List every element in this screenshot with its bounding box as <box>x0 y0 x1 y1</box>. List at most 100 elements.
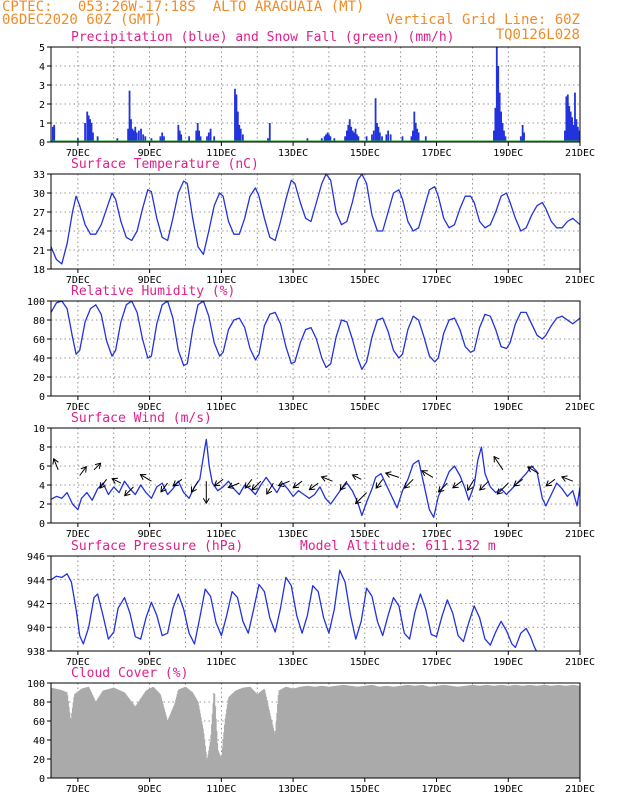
cloud-bar <box>424 685 426 778</box>
cloud-bar <box>241 688 243 778</box>
cloud-bar <box>451 685 453 778</box>
x-tick-label: 15DEC <box>350 402 380 413</box>
cloud-bar <box>567 685 569 778</box>
cloud-bar <box>334 685 336 778</box>
cloud-bar <box>347 685 349 778</box>
cloud-bar <box>280 689 282 778</box>
panel-4: 0 2 4 6 8 10 7DEC 9DEC 11DEC 13DEC 15DEC 17DEC 19DEC… <box>33 411 595 540</box>
cloud-bar <box>290 688 292 778</box>
cloud-bar <box>118 690 120 778</box>
cloud-bar <box>503 685 505 778</box>
cloud-bar <box>500 684 503 778</box>
x-tick-label: 19DEC <box>493 402 523 413</box>
wind-arrow <box>339 480 348 491</box>
cloud-bar <box>380 686 382 778</box>
cloud-bar <box>295 687 298 778</box>
cloud-bar <box>305 685 308 778</box>
cloud-bar <box>226 709 228 778</box>
wind-arrow <box>309 482 319 491</box>
y-tick-label: 940 <box>27 623 45 634</box>
cloud-bar <box>201 721 203 778</box>
precip-bar <box>90 123 93 142</box>
wind-arrow-head <box>452 482 459 489</box>
cloud-bar <box>58 689 60 778</box>
cloud-bar <box>499 685 501 778</box>
cloud-bar <box>405 685 407 778</box>
cloud-bar <box>298 687 300 778</box>
cloud-bar <box>209 742 211 778</box>
cloud-bar <box>271 722 273 778</box>
cloud-bar <box>374 685 376 778</box>
cloud-bar <box>494 685 496 778</box>
run-date-header: 06DEC2020 60Z (GMT) <box>2 12 163 28</box>
cloud-bar <box>408 685 410 778</box>
cloud-bar <box>247 687 249 778</box>
cloud-bar <box>413 685 415 778</box>
cloud-bar <box>212 703 214 778</box>
x-tick-label: 9DEC <box>138 148 162 159</box>
cloud-bar <box>253 690 255 778</box>
cloud-bar <box>107 689 110 778</box>
cloud-bar <box>214 706 216 778</box>
cloud-bar <box>366 685 369 778</box>
cloud-bar <box>310 686 313 778</box>
cloud-bar <box>492 685 494 778</box>
cloud-bar <box>526 685 528 778</box>
cloud-bar <box>564 685 566 778</box>
cloud-bar <box>219 756 221 778</box>
y-tick-label: 80 <box>33 316 45 327</box>
cloud-bar <box>71 707 74 778</box>
cloud-bar <box>188 689 191 778</box>
cloud-bar <box>471 684 473 778</box>
cloud-bar <box>244 687 246 778</box>
cloud-bar <box>235 690 237 778</box>
wind-arrow-head <box>160 486 167 493</box>
x-tick-label: 21DEC <box>565 657 595 668</box>
precip-bar <box>416 128 419 142</box>
cloud-bar <box>447 685 450 778</box>
cloud-bar <box>458 686 460 778</box>
cloud-bar <box>378 686 380 778</box>
cloud-bar <box>314 686 316 778</box>
precip-bar <box>196 123 199 142</box>
cloud-bar <box>378 686 381 778</box>
wind-arrow-head <box>467 484 473 492</box>
cloud-bar <box>513 685 516 778</box>
cloud-bar <box>276 712 278 778</box>
cloud-bar <box>340 685 343 778</box>
cloud-bar <box>69 712 71 778</box>
cloud-bar <box>538 685 540 778</box>
cloud-bar <box>480 685 483 778</box>
cloud-bar <box>155 689 157 778</box>
cloud-bar <box>109 688 112 778</box>
cloud-bar <box>190 691 192 778</box>
cloud-bar <box>167 720 169 778</box>
cloud-bar <box>172 708 174 778</box>
cloud-bar <box>444 685 447 778</box>
cloud-bar <box>85 687 87 778</box>
x-tick-label: 9DEC <box>138 657 162 668</box>
cloud-bar <box>411 685 414 778</box>
series-line <box>51 438 580 518</box>
cloud-bar <box>497 685 499 778</box>
cloud-bar <box>320 685 323 778</box>
cloud-bar <box>289 688 292 778</box>
precip-bar <box>387 130 390 142</box>
cloud-bar <box>367 685 369 778</box>
x-tick-label: 19DEC <box>493 148 523 159</box>
cloud-bar <box>97 699 99 778</box>
wind-arrow <box>79 466 87 476</box>
wind-arrow <box>321 476 333 482</box>
precip-bar <box>235 94 238 142</box>
cloud-bar <box>486 684 488 778</box>
cloud-bar <box>424 685 427 778</box>
cloud-bar <box>354 686 356 778</box>
cloud-bar <box>77 691 79 778</box>
cloud-bar <box>352 686 354 778</box>
cloud-bar <box>457 686 460 778</box>
cloud-bar <box>501 685 503 778</box>
cloud-bar <box>409 685 412 778</box>
cloud-bar <box>546 685 548 778</box>
x-tick-label: 7DEC <box>66 148 90 159</box>
